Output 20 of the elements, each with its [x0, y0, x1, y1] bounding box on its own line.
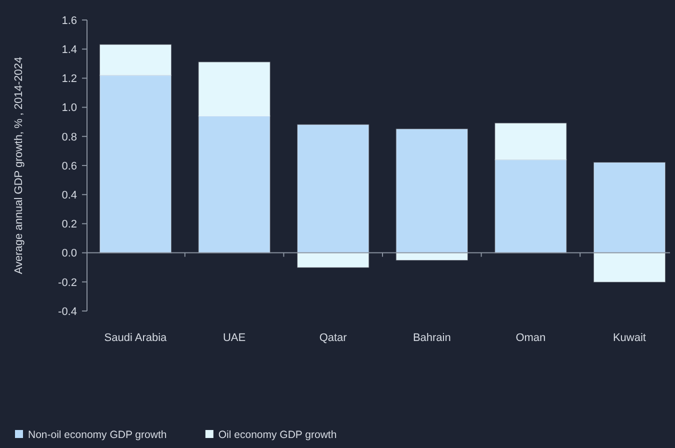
x-tick-label: UAE	[222, 332, 246, 344]
y-tick-label: 1.0	[62, 102, 77, 114]
x-tick-label: Kuwait	[612, 332, 646, 344]
x-tick-label: Qatar	[319, 332, 348, 344]
x-tick-label: Bahrain	[412, 332, 451, 344]
y-tick-label: -0.2	[58, 276, 77, 289]
y-tick-label: 1.2	[62, 73, 77, 86]
y-tick-label: 0.4	[62, 189, 77, 202]
y-tick-label: 0.2	[62, 218, 77, 231]
y-tick-label: -0.4	[58, 306, 77, 318]
y-tick-label: 0.8	[62, 131, 77, 144]
x-tick-label: Saudi Arabia	[104, 332, 168, 344]
x-tick-label: Oman	[516, 332, 546, 344]
y-tick-label: 0.6	[62, 160, 77, 172]
y-tick-label: 1.6	[62, 14, 77, 27]
legend-label: Non-oil economy GDP growth	[28, 429, 167, 441]
y-tick-label: 1.4	[62, 44, 77, 56]
legend-label: Oil economy GDP growth	[218, 429, 337, 441]
y-tick-label: 0.0	[62, 248, 77, 260]
y-axis-title: Average annual GDP growth, % , 2014-2024	[13, 56, 25, 274]
